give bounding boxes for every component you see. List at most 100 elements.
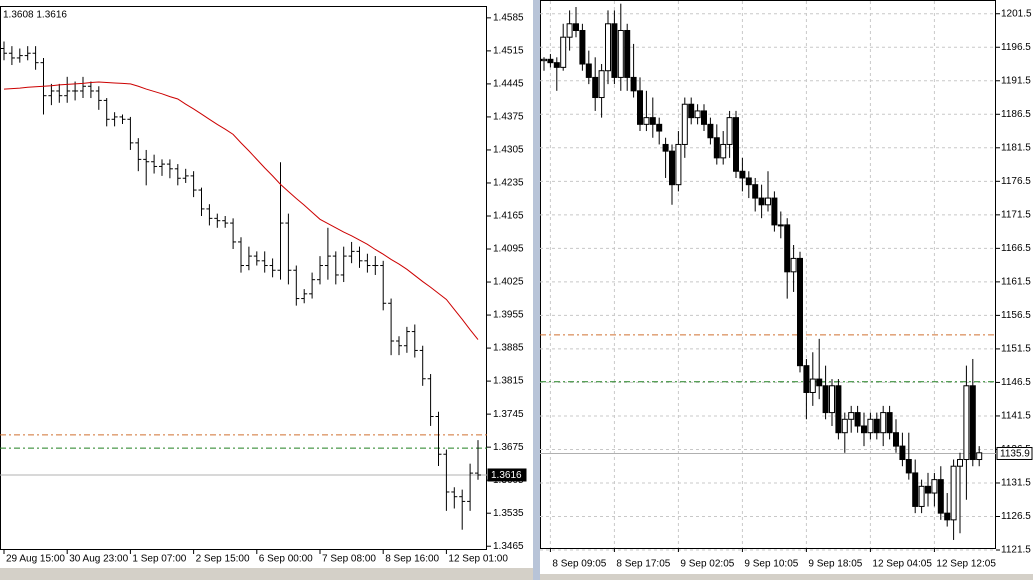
candle-body <box>681 103 688 145</box>
y-tick-label: 1161.5 <box>1001 277 1031 288</box>
last-price-label: 1135.9 <box>1000 449 1030 460</box>
y-tick-label: 1.4025 <box>493 277 524 288</box>
candle-body <box>880 412 887 434</box>
candle-body <box>726 117 733 145</box>
x-tick-label: 8 Sep 09:05 <box>552 559 606 570</box>
candle-body <box>560 36 567 68</box>
y-tick-label: 1.4235 <box>493 178 524 189</box>
candle-body <box>752 184 759 199</box>
candle-body <box>963 385 970 461</box>
candle-body <box>547 58 554 64</box>
candle-body <box>662 143 669 152</box>
x-tick-label: 7 Sep 08:00 <box>322 554 376 565</box>
candle-body <box>886 412 893 434</box>
x-tick-label: 9 Sep 18:05 <box>808 559 862 570</box>
candle-body <box>585 63 592 78</box>
y-tick-label: 1121.5 <box>1001 545 1031 556</box>
candle-body <box>675 143 682 186</box>
candle-body <box>809 378 816 393</box>
candle-body <box>829 385 835 414</box>
candle-body <box>867 418 874 434</box>
candle-body <box>643 117 650 125</box>
left-frame <box>0 6 487 550</box>
y-tick-label: 1151.5 <box>1001 344 1031 355</box>
y-tick-label: 1131.5 <box>1001 478 1031 489</box>
y-tick-label: 1171.5 <box>1001 209 1031 220</box>
candle-body <box>745 177 752 186</box>
candle-body <box>899 445 906 461</box>
y-tick-label: 1181.5 <box>1001 142 1031 153</box>
candle-body <box>553 62 560 68</box>
candle-body <box>758 197 765 206</box>
x-tick-label: 9 Sep 02:05 <box>680 559 734 570</box>
candle-body <box>592 76 599 99</box>
panel-separator <box>533 0 540 580</box>
y-tick-label: 1141.5 <box>1001 411 1031 422</box>
y-tick-label: 1166.5 <box>1001 243 1031 254</box>
candle-body <box>649 117 656 125</box>
candle-body <box>797 257 803 367</box>
candle-body <box>905 459 912 474</box>
candle-body <box>579 29 586 65</box>
left-panel <box>0 0 533 568</box>
y-tick-label: 1146.5 <box>1001 377 1031 388</box>
x-tick-label: 2 Sep 15:00 <box>196 554 250 565</box>
y-tick-label: 1.3675 <box>493 442 524 453</box>
candle-body <box>656 123 663 132</box>
candle-body <box>624 29 631 78</box>
candle-body <box>841 418 848 434</box>
candle-body <box>637 90 643 125</box>
candle-body <box>617 29 624 78</box>
y-tick-label: 1.3955 <box>493 310 524 321</box>
x-tick-label: 30 Aug 23:00 <box>69 554 128 565</box>
candle-body <box>605 23 611 72</box>
candle-body <box>573 23 579 31</box>
y-tick-label: 1.4445 <box>493 79 524 90</box>
x-tick-label: 29 Aug 15:00 <box>6 554 65 565</box>
candle-body <box>739 170 746 179</box>
y-tick-label: 1196.5 <box>1001 42 1031 53</box>
candle-body <box>931 479 938 494</box>
y-tick-label: 1201.5 <box>1001 8 1032 19</box>
candle-body <box>835 385 842 434</box>
y-tick-label: 1.4095 <box>493 244 524 255</box>
x-tick-label: 12 Sep 04:05 <box>872 559 932 570</box>
candle-body <box>969 385 976 461</box>
candle-body <box>976 452 983 461</box>
y-tick-label: 1191.5 <box>1001 75 1031 86</box>
candle-body <box>918 485 925 507</box>
candle-body <box>816 378 823 387</box>
last-price-box <box>487 468 527 482</box>
x-tick-label: 12 Sep 12:05 <box>936 559 996 570</box>
candle-body <box>790 257 797 273</box>
y-tick-label: 1.4375 <box>493 112 524 123</box>
candle-body <box>669 150 675 186</box>
y-tick-label: 1156.5 <box>1001 310 1031 321</box>
candle-body <box>630 76 637 92</box>
x-tick-label: 8 Sep 17:05 <box>616 559 670 570</box>
y-tick-label: 1.4305 <box>493 145 524 156</box>
candle-body <box>701 110 707 125</box>
candle-body <box>784 224 791 273</box>
y-tick-label: 1.3745 <box>493 409 524 420</box>
candle-body <box>694 110 701 119</box>
candle-body <box>733 117 739 172</box>
candle-body <box>937 479 944 514</box>
x-tick-label: 6 Sep 00:00 <box>259 554 313 565</box>
y-tick-label: 1176.5 <box>1001 176 1031 187</box>
candle-body <box>861 425 867 434</box>
candle-body <box>713 137 720 159</box>
candle-body <box>541 58 547 62</box>
candle-body <box>777 224 784 227</box>
candle-body <box>688 103 695 119</box>
x-tick-label: 12 Sep 01:00 <box>448 554 508 565</box>
x-tick-label: 8 Sep 16:00 <box>385 554 439 565</box>
candle-body <box>598 70 605 99</box>
candle-body <box>944 512 951 521</box>
candle-body <box>707 123 714 139</box>
candle-body <box>848 412 855 420</box>
moving-average <box>3 81 479 340</box>
y-tick-label: 1186.5 <box>1001 109 1031 120</box>
candle-body <box>720 143 727 159</box>
